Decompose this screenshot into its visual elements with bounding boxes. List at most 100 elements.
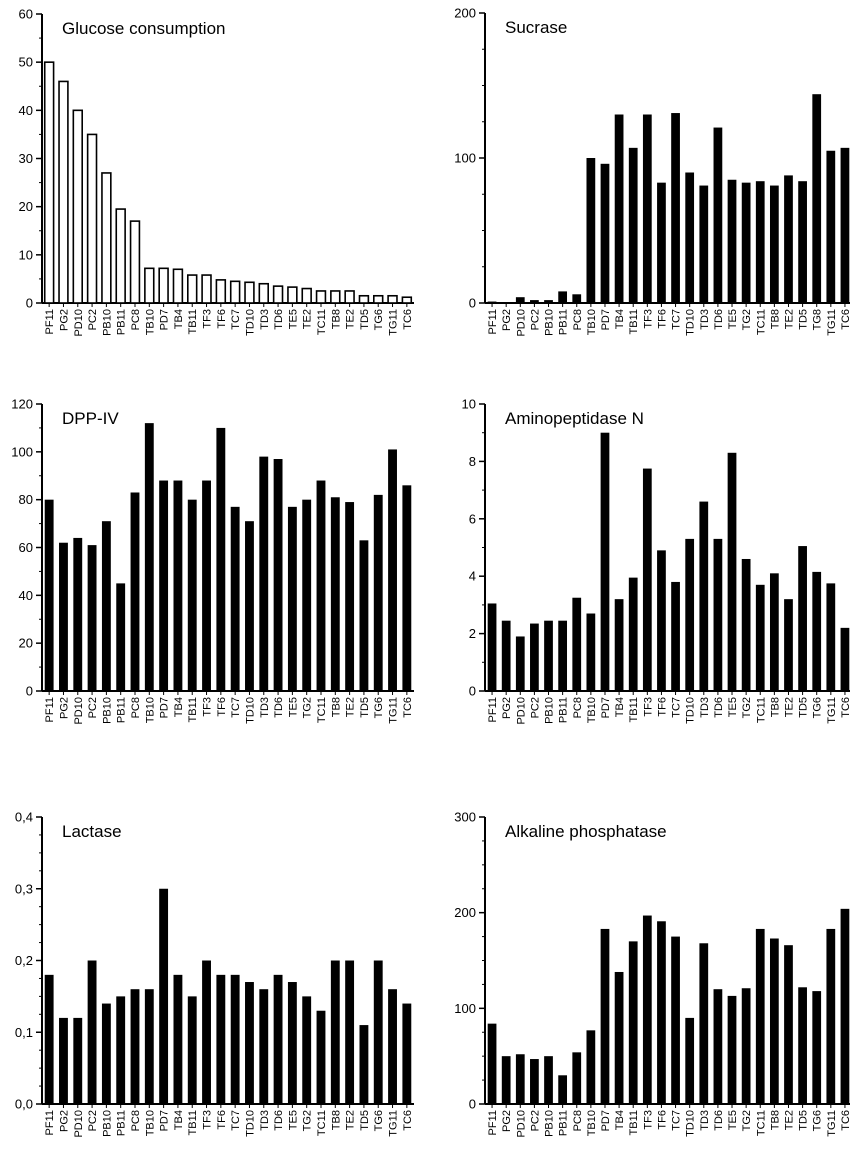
bar-TE2 xyxy=(301,287,312,304)
bar-PD10 xyxy=(73,537,83,691)
chart-panel-5: Lactase 0,0 0,1 0,2 0,3 0,4 PF11 PG2 PD10 PC2 PB10… xyxy=(15,810,414,1138)
category-label: TC6 xyxy=(402,1110,414,1131)
bar-TB8 xyxy=(769,185,779,303)
category-label: TF3 xyxy=(642,697,654,717)
category-label: TG8 xyxy=(812,309,824,330)
bar-TD5 xyxy=(359,540,369,691)
category-label: PB11 xyxy=(116,697,128,723)
bar-TD10 xyxy=(685,1017,695,1104)
bar-TE2 xyxy=(345,502,355,691)
bar-PF11 xyxy=(43,61,55,304)
category-label: PD10 xyxy=(73,697,85,725)
bar-PB10 xyxy=(544,620,553,691)
y-tick-label: 8 xyxy=(469,454,476,469)
category-label: TD5 xyxy=(798,697,810,718)
category-label: PD7 xyxy=(600,309,612,330)
category-label: TG2 xyxy=(302,697,314,718)
bar-TB8 xyxy=(330,497,340,691)
category-label: PF11 xyxy=(487,309,499,334)
chart-title: Alkaline phosphatase xyxy=(505,822,667,841)
bar-TC11 xyxy=(315,290,327,304)
category-label: TC11 xyxy=(755,309,767,335)
bar-TC11 xyxy=(316,1010,326,1104)
bar-TD3 xyxy=(699,185,709,303)
bar-TE5 xyxy=(727,179,737,303)
category-label: TB10 xyxy=(144,309,156,335)
bar-TE5 xyxy=(287,286,298,304)
category-label: TB10 xyxy=(586,309,598,335)
category-label: TC7 xyxy=(230,309,242,330)
bar-PB10 xyxy=(101,521,111,691)
category-label: TB8 xyxy=(769,1110,781,1130)
y-tick-label: 30 xyxy=(19,151,33,166)
category-label: PG2 xyxy=(58,1110,70,1132)
bar-PC2 xyxy=(530,623,539,691)
category-label: TD3 xyxy=(259,309,271,330)
category-label: PC2 xyxy=(87,1110,99,1131)
category-label: PD7 xyxy=(600,1110,612,1131)
bar-TD6 xyxy=(713,538,723,691)
bar-TE2 xyxy=(345,960,355,1104)
category-label: TE5 xyxy=(287,309,299,329)
bar-TB10 xyxy=(586,613,596,691)
category-label: TC11 xyxy=(316,1110,328,1136)
bar-PC2 xyxy=(87,545,97,691)
category-label: TB4 xyxy=(173,1110,185,1130)
bar-PD7 xyxy=(600,928,610,1104)
bar-TG2 xyxy=(741,558,751,691)
category-label: TE2 xyxy=(783,697,795,717)
category-label: PC8 xyxy=(572,697,584,718)
category-label: TD3 xyxy=(699,697,711,718)
bar-PC8 xyxy=(572,1052,582,1104)
y-tick-label: 100 xyxy=(454,1001,476,1016)
bar-PD10 xyxy=(515,636,525,691)
bar-PC2 xyxy=(87,960,97,1104)
bar-TC6 xyxy=(840,147,850,303)
category-label: TB4 xyxy=(173,309,185,329)
category-label: TG11 xyxy=(388,309,400,336)
category-label: PD7 xyxy=(159,697,171,718)
bar-TD3 xyxy=(699,943,709,1104)
category-label: TG2 xyxy=(741,697,753,718)
category-label: PB11 xyxy=(558,1110,570,1136)
bar-TB11 xyxy=(628,147,638,303)
bar-TC7 xyxy=(671,113,680,303)
category-label: TG11 xyxy=(826,1110,838,1137)
bar-TF6 xyxy=(657,550,666,691)
category-label: TB10 xyxy=(144,1110,156,1136)
category-label: PC2 xyxy=(529,697,541,718)
category-label: PF11 xyxy=(487,697,499,722)
bar-TC6 xyxy=(840,908,850,1104)
bar-TE2 xyxy=(784,175,793,303)
category-label: TD10 xyxy=(685,1110,697,1137)
bar-PF11 xyxy=(44,974,54,1104)
bar-TD10 xyxy=(685,172,695,303)
category-label: TD6 xyxy=(273,697,285,718)
category-label: PF11 xyxy=(487,1110,499,1135)
y-tick-label: 0,1 xyxy=(15,1025,33,1040)
bar-TC7 xyxy=(671,936,680,1104)
category-label: PC2 xyxy=(529,1110,541,1131)
category-label: TG2 xyxy=(302,1110,314,1131)
bar-PB11 xyxy=(115,208,126,304)
bar-TC7 xyxy=(229,280,241,304)
bar-TB8 xyxy=(769,938,779,1104)
category-label: TD3 xyxy=(259,697,271,718)
category-label: TE2 xyxy=(783,1110,795,1130)
category-label: TF6 xyxy=(656,309,668,329)
bar-PF11 xyxy=(44,499,54,691)
bar-TB8 xyxy=(330,290,341,304)
bar-TB10 xyxy=(144,267,155,304)
category-label: TE2 xyxy=(783,309,795,329)
bar-TD5 xyxy=(798,546,807,691)
category-label: TF6 xyxy=(216,697,228,717)
category-label: TB8 xyxy=(769,697,781,717)
bar-TB10 xyxy=(586,158,596,303)
y-tick-label: 6 xyxy=(469,511,476,526)
bar-TF6 xyxy=(657,182,666,303)
bar-PF11 xyxy=(487,301,497,303)
bar-TF3 xyxy=(201,274,212,304)
bar-TD3 xyxy=(259,456,269,691)
category-label: TG2 xyxy=(741,309,753,330)
bar-TD3 xyxy=(258,282,269,304)
